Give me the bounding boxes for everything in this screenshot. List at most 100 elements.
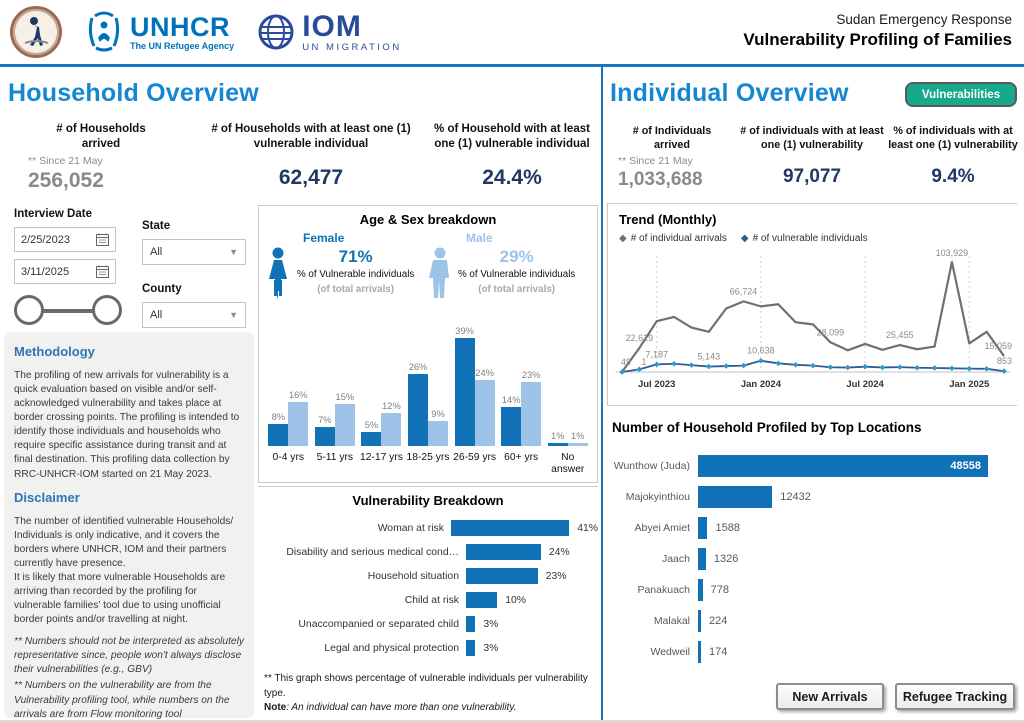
refugee-tracking-button[interactable]: Refugee Tracking bbox=[895, 683, 1015, 710]
location-bar[interactable] bbox=[698, 485, 773, 508]
vulnerability-bar[interactable] bbox=[466, 616, 476, 632]
chevron-down-icon: ▼ bbox=[229, 247, 238, 257]
location-label: Malakal bbox=[653, 614, 690, 627]
vulnerabilities-button[interactable]: Vulnerabilities bbox=[905, 82, 1017, 107]
county-dropdown[interactable]: All ▼ bbox=[142, 302, 246, 328]
slider-handle-start[interactable] bbox=[14, 295, 44, 325]
age-bar-value: 9% bbox=[431, 409, 445, 420]
interview-date-label: Interview Date bbox=[14, 208, 92, 220]
disclaimer-paragraph-2: It is likely that more vulnerable Househ… bbox=[14, 571, 226, 626]
age-bar[interactable] bbox=[381, 412, 402, 446]
age-bar-value: 8% bbox=[271, 411, 285, 422]
chevron-down-icon: ▼ bbox=[229, 310, 238, 320]
male-pct: 29% bbox=[499, 247, 534, 266]
rrc-figure-icon bbox=[24, 17, 49, 46]
header-divider bbox=[0, 64, 1024, 67]
location-bar[interactable] bbox=[698, 578, 703, 601]
age-sex-cats: 0-4 yrs 5-11 yrs 12-17 yrs 18-25 yrs 26-59 y… bbox=[265, 452, 591, 476]
location-bar[interactable]: 48558 bbox=[698, 454, 988, 477]
age-category-label: 0-4 yrs bbox=[272, 452, 305, 464]
vulnerability-label: Disability and serious medical cond… bbox=[286, 546, 459, 558]
age-bar[interactable] bbox=[428, 421, 449, 446]
trend-title: Trend (Monthly) bbox=[619, 212, 717, 227]
date-to-value: 3/11/2025 bbox=[21, 265, 70, 278]
vulnerability-bar[interactable] bbox=[466, 592, 498, 608]
female-sub: (of total arrivals) bbox=[317, 284, 395, 295]
vulnerability-bar[interactable] bbox=[466, 640, 476, 656]
new-arrivals-button[interactable]: New Arrivals bbox=[776, 683, 884, 710]
kpi-label: # of Individuals arrived bbox=[632, 125, 712, 152]
location-label: Abyei Amiet bbox=[634, 521, 690, 534]
location-bar[interactable] bbox=[698, 640, 701, 663]
legend-label: # of individual arrivals bbox=[630, 233, 727, 244]
svg-text:Jan 2024: Jan 2024 bbox=[741, 379, 782, 390]
female-icon bbox=[269, 247, 287, 299]
age-bar[interactable] bbox=[361, 432, 382, 446]
vulnerability-row: Unaccompanied or separated child 3% bbox=[258, 612, 598, 636]
age-bar-value: 12% bbox=[382, 400, 401, 411]
date-range-slider[interactable] bbox=[14, 294, 122, 328]
location-value: 1326 bbox=[713, 552, 739, 565]
location-row: Wunthow (Juda) 48558 bbox=[612, 450, 1016, 481]
location-value: 174 bbox=[709, 645, 728, 658]
male-icon bbox=[429, 247, 449, 298]
date-to-input[interactable]: 3/11/2025 bbox=[14, 259, 116, 284]
svg-text:15,059: 15,059 bbox=[984, 341, 1012, 351]
location-value: 48558 bbox=[950, 459, 981, 472]
svg-text:5,143: 5,143 bbox=[698, 352, 721, 362]
slider-handle-end[interactable] bbox=[92, 295, 122, 325]
legend-item-arrivals: ◆ # of individual arrivals bbox=[619, 233, 727, 244]
logo-row: UNHCR The UN Refugee Agency IOM UN MIGRA… bbox=[10, 6, 402, 58]
age-bar[interactable] bbox=[547, 443, 568, 446]
kpi-note: ** Since 21 May bbox=[618, 155, 693, 168]
state-dropdown[interactable]: All ▼ bbox=[142, 239, 246, 265]
vulnerability-bar[interactable] bbox=[466, 568, 538, 584]
vulnerability-row: Legal and physical protection 3% bbox=[258, 636, 598, 660]
age-bar[interactable] bbox=[474, 379, 495, 446]
individual-kpis: # of Individuals arrived ** Since 21 May… bbox=[608, 124, 1018, 191]
location-row: Panakuach 778 bbox=[612, 574, 1016, 605]
vulnerability-value: 10% bbox=[505, 594, 526, 606]
location-label: Panakuach bbox=[637, 583, 690, 596]
age-bar[interactable] bbox=[567, 443, 588, 446]
age-bar-value: 1% bbox=[551, 431, 565, 442]
household-kpis: # of Households arrived ** Since 21 May … bbox=[6, 122, 598, 193]
vulnerability-row: Child at risk 10% bbox=[258, 588, 598, 612]
vulnerability-panel: Vulnerability Breakdown Woman at risk 41%… bbox=[258, 486, 598, 718]
kpi-value-individuals-pct: 9.4% bbox=[931, 166, 975, 188]
vulnerability-bar[interactable] bbox=[466, 544, 541, 560]
location-row: Majokyinthiou 12432 bbox=[612, 481, 1016, 512]
legend-item-vulnerable: ◆ # of vulnerable individuals bbox=[741, 233, 868, 244]
trend-line-chart[interactable]: Jul 2023 Jan 2024 Jul 2024 Jan 2025 49 22,619… bbox=[612, 246, 1014, 404]
age-bar[interactable] bbox=[501, 407, 522, 446]
vulnerability-row: Disability and serious medical cond… 24% bbox=[258, 540, 598, 564]
male-desc: % of Vulnerable individuals bbox=[458, 269, 576, 280]
methodology-heading: Methodology bbox=[14, 344, 95, 359]
age-bar[interactable] bbox=[334, 404, 355, 446]
slider-track bbox=[28, 309, 108, 313]
age-bar-value: 1% bbox=[571, 431, 585, 442]
age-sex-panel: Age & Sex breakdown Female 71% % of Vuln… bbox=[258, 205, 598, 483]
kpi-value-individuals-vulnerable: 97,077 bbox=[782, 166, 842, 188]
age-sex-title: Age & Sex breakdown bbox=[359, 212, 497, 227]
vulnerability-footnote: ** This graph shows percentage of vulner… bbox=[264, 673, 588, 699]
age-bar[interactable] bbox=[314, 426, 335, 446]
date-from-input[interactable]: 2/25/2023 bbox=[14, 227, 116, 252]
age-category-label: No answer bbox=[551, 452, 585, 476]
age-bar[interactable] bbox=[454, 337, 475, 446]
location-value: 12432 bbox=[780, 490, 811, 503]
age-category-label: 5-11 yrs bbox=[316, 452, 354, 464]
age-bar[interactable] bbox=[521, 382, 542, 446]
vulnerability-bar[interactable] bbox=[450, 520, 570, 536]
age-bar[interactable] bbox=[268, 423, 289, 446]
age-bar[interactable] bbox=[408, 373, 429, 446]
methodology-body: The profiling of new arrivals for vulner… bbox=[14, 370, 240, 480]
age-bar[interactable] bbox=[288, 401, 309, 446]
kpi-value-individuals-arrived: 1,033,688 bbox=[618, 169, 703, 191]
location-bar[interactable] bbox=[698, 609, 701, 632]
age-category-label: 26-59 yrs bbox=[453, 452, 497, 464]
vulnerability-label: Woman at risk bbox=[377, 522, 444, 534]
location-bar[interactable] bbox=[698, 516, 708, 539]
age-category-label: 60+ yrs bbox=[504, 452, 539, 464]
location-bar[interactable] bbox=[698, 547, 706, 570]
